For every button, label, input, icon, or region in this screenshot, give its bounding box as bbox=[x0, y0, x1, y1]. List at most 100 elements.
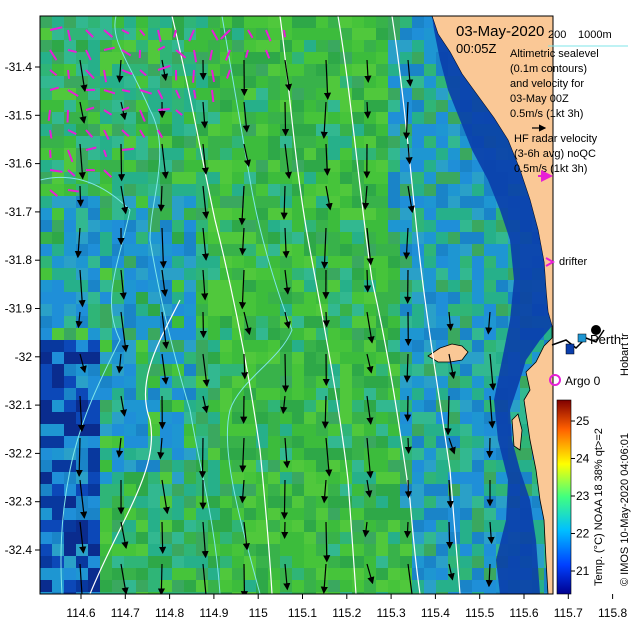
sst-cell bbox=[364, 388, 376, 400]
sst-cell bbox=[436, 112, 448, 124]
sst-cell bbox=[280, 520, 292, 532]
sst-cell bbox=[376, 316, 388, 328]
sst-cell bbox=[136, 28, 148, 40]
sst-cell bbox=[232, 424, 244, 436]
sst-cell bbox=[340, 292, 352, 304]
sst-cell bbox=[196, 364, 208, 376]
sst-cell bbox=[400, 388, 412, 400]
sst-cell bbox=[316, 76, 328, 88]
swan-river-icon bbox=[551, 329, 605, 350]
sst-cell bbox=[52, 328, 64, 340]
sst-cell bbox=[88, 352, 100, 364]
sst-cell bbox=[388, 568, 400, 580]
sst-cell bbox=[412, 556, 424, 568]
sst-cell bbox=[340, 28, 352, 40]
x-tick-label: 115.1 bbox=[288, 606, 317, 620]
sst-cell bbox=[40, 328, 52, 340]
sst-cell bbox=[76, 136, 88, 148]
sst-cell bbox=[268, 544, 280, 556]
sst-cell bbox=[388, 292, 400, 304]
sst-cell bbox=[52, 484, 64, 496]
sst-cell bbox=[208, 400, 220, 412]
sst-cell bbox=[220, 184, 232, 196]
sst-cell bbox=[280, 160, 292, 172]
sst-cell bbox=[184, 160, 196, 172]
sst-cell bbox=[436, 268, 448, 280]
sst-cell bbox=[484, 532, 496, 544]
hf-radar-arrow bbox=[103, 129, 110, 141]
sst-cell bbox=[388, 148, 400, 160]
sst-cell bbox=[208, 364, 220, 376]
sst-cell bbox=[244, 568, 256, 580]
sst-cell bbox=[196, 520, 208, 532]
sst-cell bbox=[304, 376, 316, 388]
sst-cell bbox=[40, 76, 52, 88]
sst-cell bbox=[208, 40, 220, 52]
rottnest-island bbox=[427, 343, 469, 363]
sst-cell bbox=[280, 292, 292, 304]
hf-radar-arrow bbox=[103, 89, 116, 95]
sst-cell bbox=[280, 184, 292, 196]
sst-cell bbox=[340, 52, 352, 64]
hf-radar-arrow bbox=[193, 89, 197, 99]
sst-cell bbox=[280, 580, 292, 592]
sst-cell bbox=[304, 580, 316, 592]
sst-cell bbox=[424, 220, 436, 232]
sst-cell bbox=[376, 280, 388, 292]
sst-cell bbox=[124, 556, 136, 568]
sst-cell bbox=[412, 424, 424, 436]
sst-cell bbox=[136, 520, 148, 532]
sst-cell bbox=[52, 208, 64, 220]
sst-cell bbox=[316, 532, 328, 544]
sst-cell bbox=[52, 448, 64, 460]
sst-cell bbox=[112, 532, 124, 544]
sst-cell bbox=[136, 64, 148, 76]
sst-cell bbox=[304, 592, 316, 594]
sst-cell bbox=[220, 412, 232, 424]
velocity-arrow bbox=[116, 353, 124, 374]
sst-cell bbox=[112, 496, 124, 508]
sst-cell bbox=[40, 208, 52, 220]
sst-cell bbox=[88, 496, 100, 508]
sst-cell bbox=[160, 520, 172, 532]
sst-cell bbox=[232, 292, 244, 304]
sst-cell bbox=[40, 556, 52, 568]
sst-cell bbox=[400, 196, 412, 208]
sst-cell bbox=[304, 472, 316, 484]
sst-cell bbox=[100, 124, 112, 136]
sst-cell bbox=[304, 412, 316, 424]
sst-cell bbox=[328, 244, 340, 256]
velocity-arrow bbox=[158, 521, 167, 554]
velocity-arrow bbox=[243, 311, 252, 336]
sst-cell bbox=[232, 28, 244, 40]
sst-cell bbox=[268, 28, 280, 40]
sst-cell bbox=[40, 292, 52, 304]
sst-cell bbox=[316, 160, 328, 172]
sst-cell bbox=[352, 316, 364, 328]
sst-cell bbox=[220, 136, 232, 148]
sst-cell bbox=[364, 304, 376, 316]
sst-cell bbox=[196, 88, 208, 100]
sst-cell bbox=[196, 460, 208, 472]
sst-cell bbox=[244, 592, 256, 594]
sst-cell bbox=[472, 376, 484, 388]
sst-cell bbox=[460, 256, 472, 268]
sealevel-contour-3 bbox=[337, 16, 421, 594]
velocity-arrow bbox=[366, 353, 374, 374]
sst-cell bbox=[304, 352, 316, 364]
y-tick-label: -32.2 bbox=[5, 446, 33, 460]
sst-cell bbox=[52, 340, 64, 352]
sst-cell bbox=[100, 52, 112, 64]
sst-cell bbox=[124, 376, 136, 388]
velocity-arrow bbox=[119, 269, 127, 300]
sst-cell bbox=[148, 40, 160, 52]
sst-cell bbox=[136, 532, 148, 544]
sst-cell bbox=[316, 112, 328, 124]
argo-label: Argo 0 bbox=[565, 374, 601, 388]
sst-cell bbox=[388, 112, 400, 124]
sst-cell bbox=[232, 268, 244, 280]
sst-cell bbox=[172, 220, 184, 232]
sst-cell bbox=[388, 544, 400, 556]
velocity-arrow bbox=[323, 521, 331, 563]
sst-cell bbox=[40, 544, 52, 556]
